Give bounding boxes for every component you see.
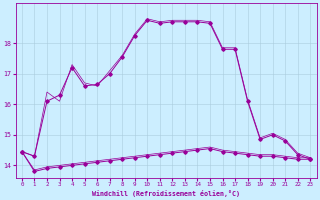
X-axis label: Windchill (Refroidissement éolien,°C): Windchill (Refroidissement éolien,°C) [92,190,240,197]
